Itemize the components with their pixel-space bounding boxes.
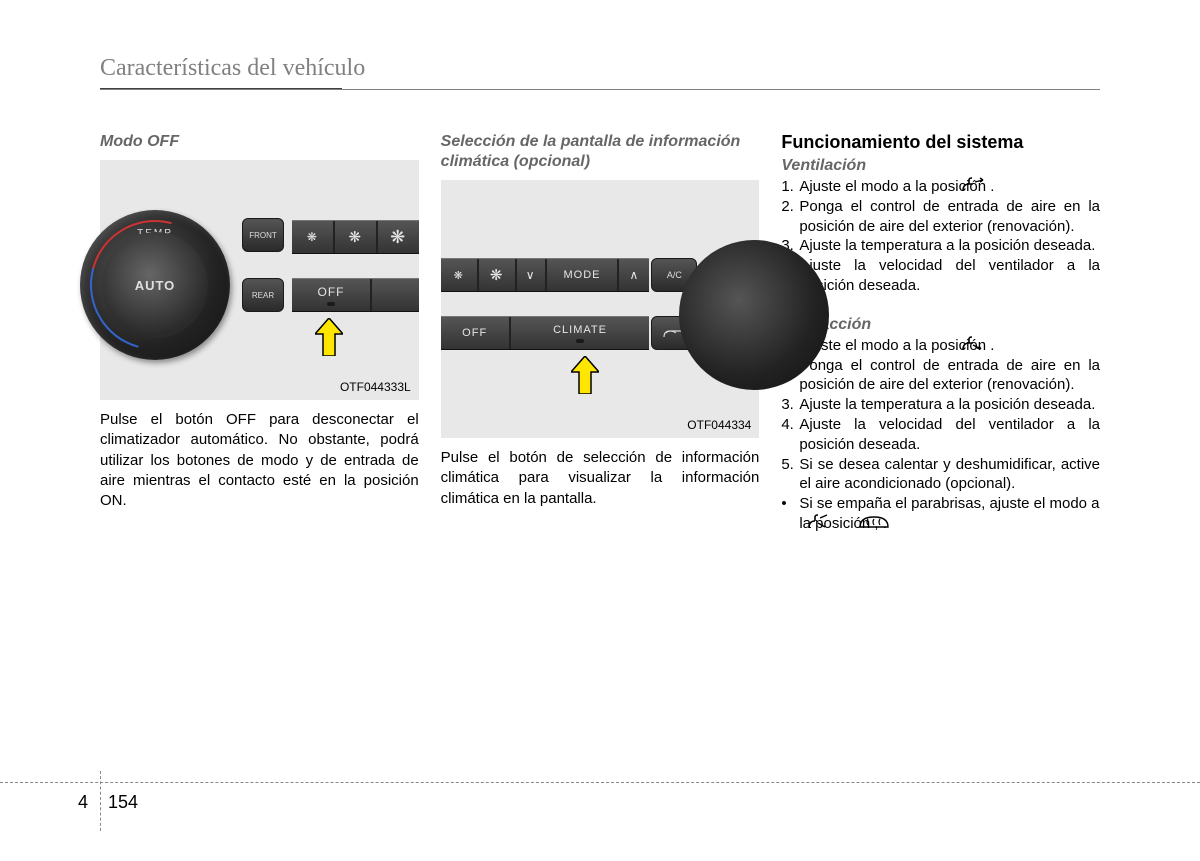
vent-list: 1. Ajuste el modo a la posición . 2. Pon… — [781, 177, 1100, 296]
front-defrost-button: FRONT — [242, 218, 284, 252]
climate-label: CLIMATE — [553, 324, 607, 336]
li-txt: Ajuste la velocidad del ventilador a la … — [799, 415, 1100, 455]
li-txt: Ajuste la velocidad del ventilador a la … — [799, 256, 1100, 296]
fan-seg-3: ❋ — [378, 221, 419, 253]
fan-small-1: ❋ — [441, 259, 479, 291]
vent-heading: Ventilación — [781, 157, 1100, 175]
heat-item-4: 4. Ajuste la velocidad del ventilador a … — [781, 415, 1100, 455]
li-txt: Ajuste el modo a la posición . — [799, 177, 1100, 197]
page-number: 154 — [108, 792, 138, 813]
off-led-icon — [327, 302, 335, 306]
temp-dial: TEMP AUTO — [80, 210, 230, 360]
off-button-2: OFF — [441, 317, 511, 349]
col2-body: Pulse el botón de selección de informaci… — [441, 448, 760, 509]
footer-vertical-dash — [100, 771, 101, 831]
floor-defrost-icon — [805, 514, 833, 530]
vent-item-1: 1. Ajuste el modo a la posición . — [781, 177, 1100, 197]
climate-button: CLIMATE — [511, 317, 650, 349]
heat-item-5: 5. Si se desea calentar y deshumidificar… — [781, 455, 1100, 495]
system-heading: Funcionamiento del sistema — [781, 132, 1100, 153]
heat-item-2: 2. Ponga el control de entrada de aire e… — [781, 356, 1100, 396]
footer-dashed-line — [0, 782, 1200, 783]
section-title: Características del vehículo — [100, 55, 1100, 82]
heat-floor-icon — [959, 336, 987, 352]
col1-body: Pulse el botón OFF para desconectar el c… — [100, 410, 419, 511]
climate-row: OFF CLIMATE — [441, 316, 650, 350]
windshield-defrost-icon — [857, 514, 891, 530]
column-1: Modo OFF TEMP AUTO FRONT REAR ❋ ❋ — [100, 132, 419, 534]
li-num: 4. — [781, 415, 799, 455]
mode-up: ∧ — [619, 259, 649, 291]
li-bullet: • — [781, 494, 799, 534]
fan-speed-row: ❋ ❋ ❋ — [292, 220, 419, 254]
figure-code-2: OTF044334 — [687, 418, 751, 432]
arrow-indicator-icon — [315, 318, 343, 356]
mode-down: ∨ — [517, 259, 547, 291]
fan-seg-2: ❋ — [335, 221, 378, 253]
li-txt: Ponga el control de entrada de aire en l… — [799, 356, 1100, 396]
off-row: OFF — [292, 278, 419, 312]
rear-defrost-button: REAR — [242, 278, 284, 312]
li-txt: Ponga el control de entrada de aire en l… — [799, 197, 1100, 237]
mode-label: MODE — [547, 259, 620, 291]
figure-off-mode: TEMP AUTO FRONT REAR ❋ ❋ ❋ — [100, 160, 419, 400]
page-footer: 4 154 — [0, 791, 1200, 831]
auto-label: AUTO — [135, 278, 176, 293]
column-2: Selección de la pantalla de información … — [441, 132, 760, 534]
figure-climate: ❋ ❋ ∨ MODE ∧ A/C OFF CLIMATE — [441, 180, 760, 438]
col2-title: Selección de la pantalla de información … — [441, 132, 760, 172]
column-3: Funcionamiento del sistema Ventilación 1… — [781, 132, 1100, 534]
heat-item-3: 3. Ajuste la temperatura a la posición d… — [781, 395, 1100, 415]
heat-bullet: • Si se empaña el parabrisas, ajuste el … — [781, 494, 1100, 534]
vent-item-3: 3. Ajuste la temperatura a la posición d… — [781, 236, 1100, 256]
arrow-indicator-icon-2 — [571, 356, 599, 394]
blank-seg — [372, 279, 419, 311]
fan-small-2: ❋ — [479, 259, 517, 291]
li-num: 2. — [781, 197, 799, 237]
ac-label: A/C — [667, 270, 682, 280]
columns: Modo OFF TEMP AUTO FRONT REAR ❋ ❋ — [100, 132, 1100, 534]
off-button: OFF — [292, 279, 372, 311]
mode-row: ❋ ❋ ∨ MODE ∧ — [441, 258, 650, 292]
li-txt: Si se empaña el parabrisas, ajuste el mo… — [799, 494, 1100, 534]
li-txt: Ajuste la temperatura a la posición dese… — [799, 395, 1100, 415]
rear-label: REAR — [252, 291, 274, 300]
front-label: FRONT — [249, 231, 277, 240]
chapter-number: 4 — [78, 792, 88, 813]
li-num: 1. — [781, 177, 799, 197]
heat-heading: Calefacción — [781, 316, 1100, 334]
header-rule-thin — [100, 89, 1100, 90]
vent-item-4: 4. Ajuste la velocidad del ventilador a … — [781, 256, 1100, 296]
col1-title: Modo OFF — [100, 132, 419, 152]
figure-code: OTF044333L — [340, 380, 411, 394]
heat-item-1: 1. Ajuste el modo a la posición . — [781, 336, 1100, 356]
li-num: 3. — [781, 395, 799, 415]
li-txt: Si se desea calentar y deshumidificar, a… — [799, 455, 1100, 495]
li-num: 5. — [781, 455, 799, 495]
climate-led-icon — [576, 339, 584, 343]
li-txt: Ajuste el modo a la posición . — [799, 336, 1100, 356]
vent-item-2: 2. Ponga el control de entrada de aire e… — [781, 197, 1100, 237]
vent-face-icon — [959, 177, 987, 193]
fan-seg-1: ❋ — [292, 221, 335, 253]
right-dial — [679, 240, 829, 390]
page-content: Características del vehículo Modo OFF TE… — [100, 55, 1100, 534]
heat-list: 1. Ajuste el modo a la posición . 2. Pon… — [781, 336, 1100, 534]
dial-inner: AUTO — [102, 232, 208, 338]
off-label: OFF — [318, 285, 345, 299]
heat-bullet-txt: Si se empaña el parabrisas, ajuste el mo… — [799, 495, 1099, 532]
li-txt: Ajuste la temperatura a la posición dese… — [799, 236, 1100, 256]
